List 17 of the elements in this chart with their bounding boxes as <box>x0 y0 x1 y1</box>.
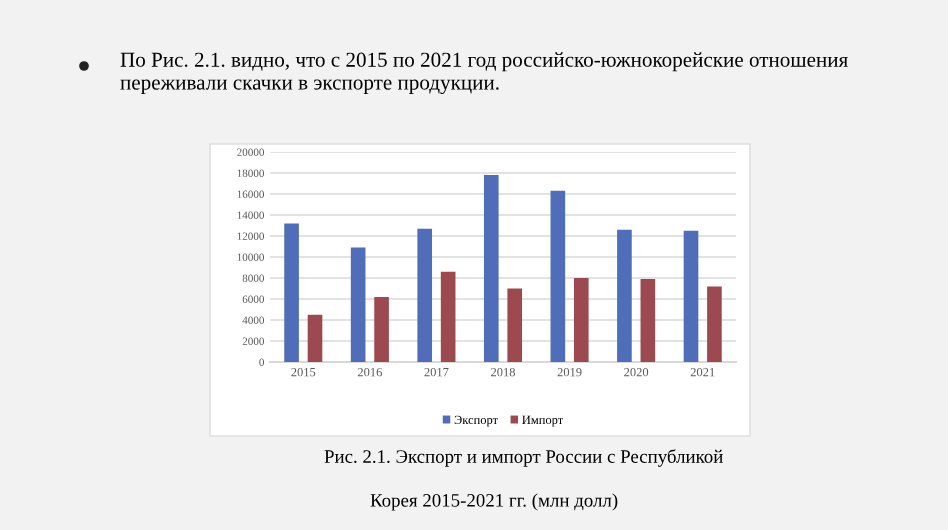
bar <box>683 230 699 362</box>
bar <box>440 271 456 362</box>
bar <box>550 190 566 362</box>
bar <box>307 314 323 362</box>
bar <box>417 228 433 362</box>
bar <box>573 278 589 362</box>
bar <box>640 279 656 362</box>
bar <box>284 223 299 362</box>
bar <box>483 175 499 362</box>
bar <box>507 288 523 362</box>
bar <box>350 247 366 362</box>
bar <box>374 296 389 362</box>
bar <box>707 286 722 362</box>
bar <box>617 229 632 362</box>
text: Корея 2015-2021 гг. (млн долл) <box>370 493 618 511</box>
text: Рис. 2.1. Экспорт и импорт России с Республикой <box>324 449 723 467</box>
chart-title: По Рис. 2.1. видно, что с 2015 по 2021 год российско-южнокорейские отношения переживали скачки в экспорте продукции. <box>120 52 848 95</box>
